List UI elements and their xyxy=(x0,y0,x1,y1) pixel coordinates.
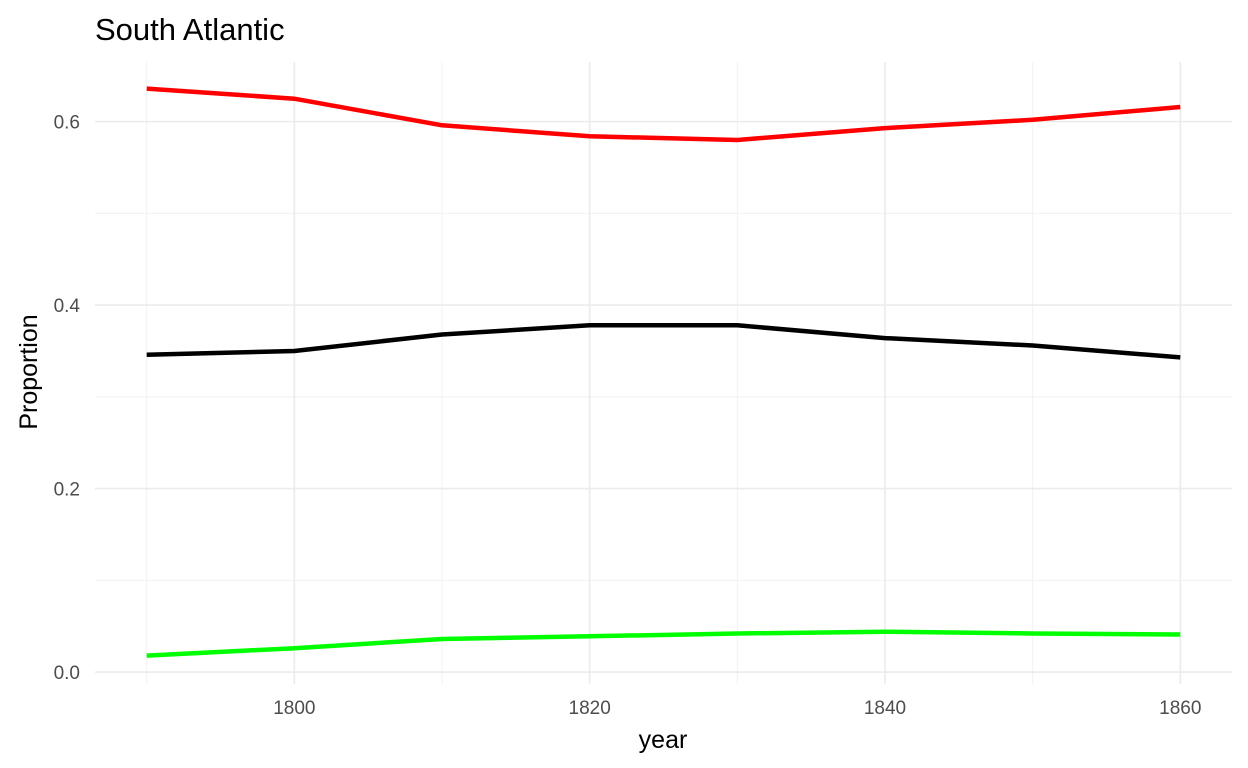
y-tick-label: 0.2 xyxy=(54,480,80,501)
series-line-1 xyxy=(146,86,1181,143)
grid xyxy=(95,62,1232,684)
chart-title: South Atlantic xyxy=(95,12,285,47)
series-line-2 xyxy=(146,323,1181,360)
y-tick-label: 0.4 xyxy=(54,296,81,317)
x-tick-label: 1840 xyxy=(864,698,906,719)
series-lines xyxy=(146,86,1181,658)
y-axis-title: Proportion xyxy=(15,314,43,429)
x-axis-title: year xyxy=(639,726,688,754)
x-axis-ticks: 1800 1820 1840 1860 xyxy=(273,698,1201,719)
y-tick-label: 0.6 xyxy=(54,113,80,134)
x-tick-label: 1800 xyxy=(273,698,315,719)
y-axis-ticks: 0.0 0.2 0.4 0.6 xyxy=(54,113,81,684)
y-tick-label: 0.0 xyxy=(54,663,80,684)
x-tick-label: 1860 xyxy=(1159,698,1201,719)
x-tick-label: 1820 xyxy=(569,698,611,719)
series-line-3 xyxy=(146,629,1181,658)
